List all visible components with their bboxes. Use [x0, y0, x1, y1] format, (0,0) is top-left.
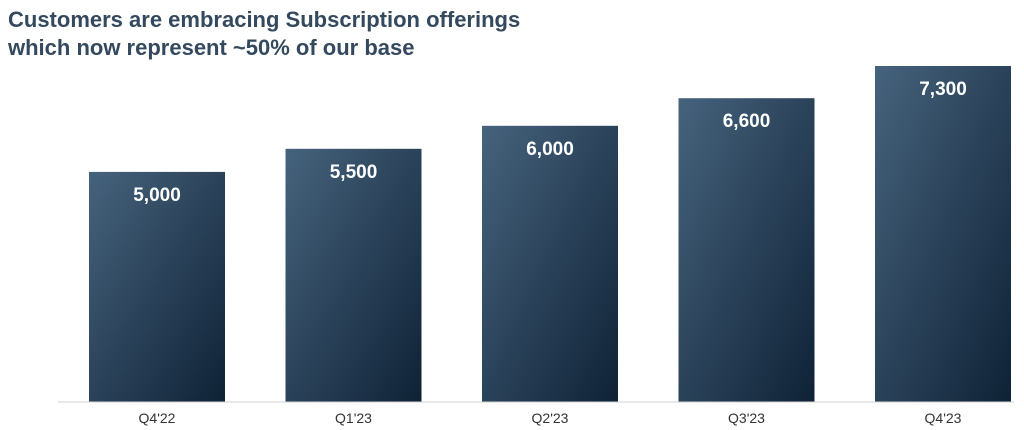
x-axis-ticks: Q4'22 Q1'23 Q2'23 Q3'23 Q4'23: [139, 410, 962, 426]
x-tick-label-2: Q2'23: [532, 410, 569, 426]
chart-title-line-2: which now represent ~50% of our base: [8, 35, 415, 60]
chart-title-line-1: Customers are embracing Subscription off…: [8, 7, 521, 32]
bar-value-label-2: 6,000: [526, 139, 574, 160]
bar-value-label-0: 5,000: [133, 185, 181, 206]
x-tick-label-1: Q1'23: [335, 410, 372, 426]
bar-1: [285, 148, 422, 402]
bar-value-label-1: 5,500: [330, 162, 378, 183]
x-tick-label-3: Q3'23: [728, 410, 765, 426]
bar-0: [89, 171, 225, 402]
bars-layer: 5,000 5,500 6,000 6,600 7,300: [89, 66, 1011, 403]
bar-4: [875, 66, 1011, 402]
x-tick-label-0: Q4'22: [139, 410, 176, 426]
x-tick-label-4: Q4'23: [925, 410, 962, 426]
bar-3: [678, 98, 815, 402]
bar-value-label-3: 6,600: [723, 111, 771, 132]
chart-title: Customers are embracing Subscription off…: [8, 6, 908, 62]
bar-value-label-4: 7,300: [919, 79, 967, 100]
bar-2: [482, 125, 618, 403]
